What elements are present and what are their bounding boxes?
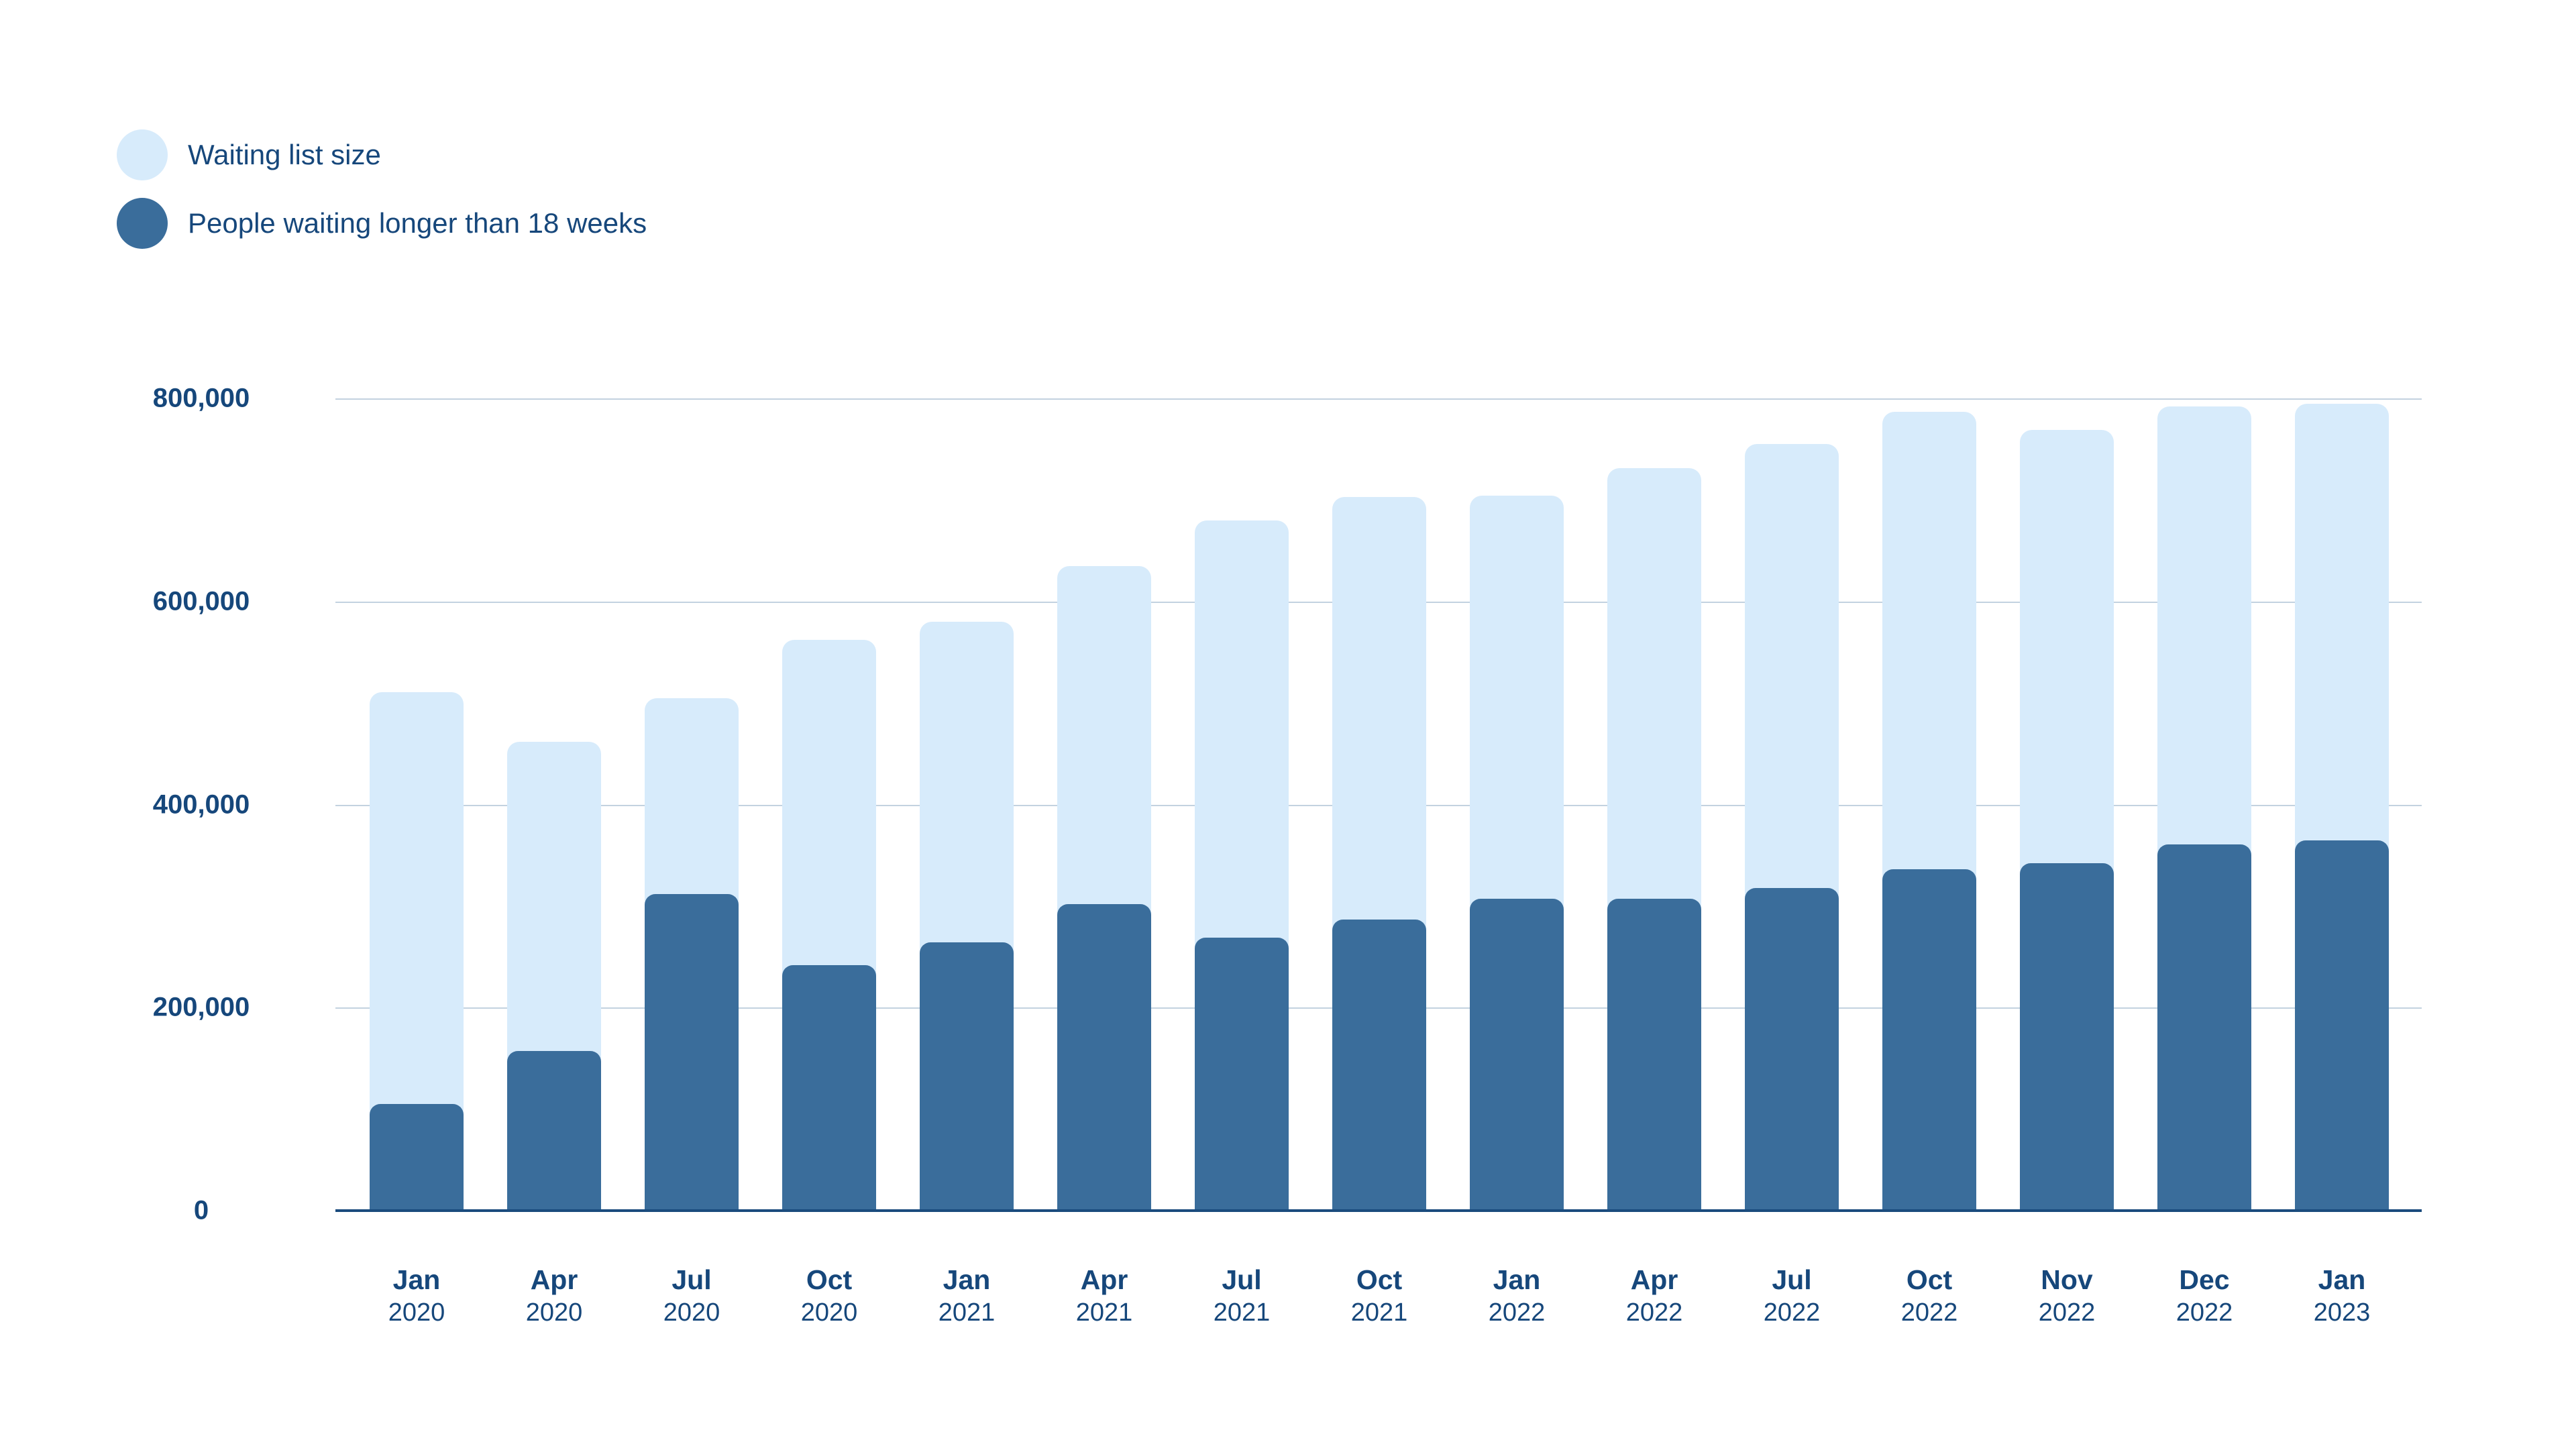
bar-over-18-weeks-jan-2020: [370, 1104, 464, 1211]
bar-over-18-weeks-apr-2022: [1607, 899, 1701, 1211]
x-axis-label-year: 2022: [1900, 1298, 1958, 1327]
bar-over-18-weeks-apr-2020: [507, 1051, 601, 1211]
x-axis-label-year: 2022: [1488, 1298, 1546, 1327]
x-axis-label-month: Apr: [530, 1264, 578, 1295]
y-axis-label: 0: [193, 1195, 209, 1225]
x-axis-label-year: 2022: [1625, 1298, 1683, 1327]
x-axis-label-year: 2022: [1763, 1298, 1821, 1327]
gridline-800000: [335, 398, 2422, 400]
x-axis-label: Jan 2021: [893, 1262, 1040, 1328]
legend: Waiting list size People waiting longer t…: [117, 127, 647, 264]
x-axis-label-month: Jul: [1772, 1264, 1812, 1295]
x-axis-label: Oct 2020: [755, 1262, 903, 1328]
x-axis-label: Apr 2020: [480, 1262, 628, 1328]
bar-over-18-weeks-jul-2022: [1745, 887, 1839, 1211]
x-axis-label-year: 2022: [2176, 1298, 2233, 1327]
x-axis-label-year: 2020: [800, 1298, 858, 1327]
bar-over-18-weeks-apr-2021: [1057, 903, 1151, 1211]
bar-over-18-weeks-jan-2021: [920, 942, 1014, 1211]
x-axis-label: Jan 2020: [343, 1262, 490, 1328]
legend-label: Waiting list size: [188, 139, 381, 170]
x-axis-label-month: Jul: [672, 1264, 712, 1295]
x-axis-label-year: 2020: [388, 1298, 445, 1327]
bar-over-18-weeks-jul-2021: [1195, 937, 1289, 1211]
bar-over-18-weeks-dec-2022: [2157, 844, 2251, 1211]
x-axis-label-month: Oct: [806, 1264, 853, 1295]
x-axis-label: Jan 2023: [2268, 1262, 2416, 1328]
x-axis-label-month: Nov: [2041, 1264, 2093, 1295]
x-axis-label-year: 2021: [1350, 1298, 1408, 1327]
x-axis-label-year: 2020: [525, 1298, 583, 1327]
x-axis-label-month: Jan: [1493, 1264, 1541, 1295]
y-axis-label: 400,000: [152, 789, 250, 819]
legend-swatch-icon: [117, 198, 168, 249]
legend-swatch-icon: [117, 129, 168, 180]
bar-over-18-weeks-nov-2022: [2020, 863, 2114, 1211]
y-axis-label: 800,000: [152, 383, 250, 413]
x-axis-label: Apr 2022: [1580, 1262, 1728, 1328]
x-axis-label-month: Jan: [392, 1264, 441, 1295]
bar-over-18-weeks-oct-2020: [782, 964, 876, 1211]
x-axis-label: Apr 2021: [1030, 1262, 1178, 1328]
x-axis-label-year: 2021: [938, 1298, 996, 1327]
x-axis-label-year: 2023: [2313, 1298, 2371, 1327]
x-axis-label: Jul 2021: [1168, 1262, 1316, 1328]
bar-over-18-weeks-oct-2021: [1332, 919, 1426, 1211]
legend-item: Waiting list size: [117, 127, 647, 182]
x-axis-label: Jul 2022: [1718, 1262, 1866, 1328]
x-axis-label-year: 2022: [2038, 1298, 2096, 1327]
x-axis-label: Oct 2022: [1856, 1262, 2003, 1328]
x-axis-label-year: 2021: [1213, 1298, 1271, 1327]
y-axis-label: 600,000: [152, 586, 250, 616]
y-axis-label: 200,000: [152, 992, 250, 1022]
x-axis-label-month: Apr: [1630, 1264, 1678, 1295]
x-axis-label-year: 2020: [663, 1298, 720, 1327]
x-axis-label: Dec 2022: [2131, 1262, 2278, 1328]
x-axis-baseline: [335, 1209, 2422, 1212]
bar-over-18-weeks-jan-2022: [1470, 899, 1564, 1211]
x-axis-label-month: Jan: [943, 1264, 991, 1295]
x-axis-label: Jan 2022: [1443, 1262, 1591, 1328]
x-axis-label-month: Dec: [2179, 1264, 2230, 1295]
x-axis-label-year: 2021: [1075, 1298, 1133, 1327]
bar-over-18-weeks-jul-2020: [645, 893, 739, 1211]
x-axis-label-month: Oct: [1906, 1264, 1953, 1295]
x-axis-label-month: Oct: [1356, 1264, 1403, 1295]
legend-label: People waiting longer than 18 weeks: [188, 207, 647, 239]
x-axis-label-month: Jul: [1222, 1264, 1262, 1295]
x-axis-label-month: Apr: [1080, 1264, 1128, 1295]
x-axis-label: Nov 2022: [1993, 1262, 2141, 1328]
x-axis-label: Oct 2021: [1305, 1262, 1453, 1328]
plot-area: [335, 398, 2422, 1212]
x-axis-label: Jul 2020: [618, 1262, 765, 1328]
bar-over-18-weeks-oct-2022: [1882, 869, 1976, 1211]
x-axis-label-month: Jan: [2318, 1264, 2366, 1295]
bar-over-18-weeks-jan-2023: [2295, 840, 2389, 1211]
legend-item: People waiting longer than 18 weeks: [117, 196, 647, 251]
